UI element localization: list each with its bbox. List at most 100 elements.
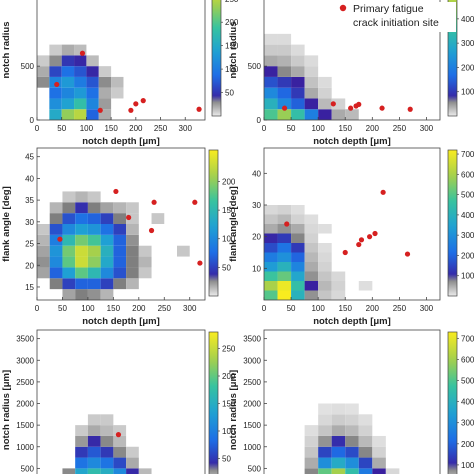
y-tick-label: 500 xyxy=(248,464,262,473)
colorbar-ramp xyxy=(447,0,458,117)
heatmap-cells xyxy=(37,191,190,300)
heatmap-cell xyxy=(126,457,139,469)
heatmap-cell xyxy=(291,87,305,99)
heatmap-cell xyxy=(87,278,101,290)
heatmap-cell xyxy=(62,289,76,300)
heatmap-cell xyxy=(151,213,165,224)
colorbar-tick-label: 50 xyxy=(225,89,234,98)
heatmap-cell xyxy=(61,109,75,120)
y-tick-label: 30 xyxy=(252,201,261,210)
heatmap-cell xyxy=(264,262,278,272)
heatmap-cell xyxy=(358,435,373,447)
y-tick-label: 40 xyxy=(252,169,261,178)
x-tick-label: 0 xyxy=(35,304,40,313)
heatmap-cell xyxy=(138,468,152,474)
heatmap-cell xyxy=(113,446,127,458)
heatmap-cell xyxy=(100,256,114,268)
heatmap-cell xyxy=(318,87,332,99)
heatmap-cell xyxy=(264,271,278,281)
heatmap-cell xyxy=(111,76,124,88)
heatmap-cell xyxy=(345,446,359,458)
initiation-point xyxy=(113,188,119,195)
x-tick-label: 200 xyxy=(129,124,143,133)
heatmap-cell xyxy=(37,245,50,257)
heatmap-cell xyxy=(75,278,88,290)
y-tick-label: 0 xyxy=(257,116,262,125)
heatmap-cell xyxy=(304,446,319,458)
panel-c: 0 50 100 150 200 250 300 notch depth [μm] 45 40 35… xyxy=(1,147,236,327)
heatmap-cell xyxy=(62,256,76,268)
x-axis-label: notch depth [μm] xyxy=(82,316,160,327)
x-tick-label: 250 xyxy=(393,304,407,313)
heatmap-cells xyxy=(62,414,152,474)
heatmap-cell xyxy=(100,267,114,279)
heatmap-cell xyxy=(100,202,114,214)
heatmap-cell xyxy=(318,446,332,458)
heatmap-cell xyxy=(113,435,127,447)
heatmap-cell xyxy=(345,414,359,426)
heatmap-cell xyxy=(111,87,124,99)
heatmap-cell xyxy=(291,214,305,224)
heatmap-cell xyxy=(62,213,76,224)
initiation-point xyxy=(348,105,354,111)
heatmap-cell xyxy=(291,290,305,300)
colorbar-tick-label: 150 xyxy=(222,400,236,409)
heatmap-cell xyxy=(318,425,332,436)
x-tick-label: 0 xyxy=(35,124,40,133)
heatmap-cell xyxy=(331,425,346,436)
heatmap-cell xyxy=(49,213,63,224)
colorbar-tick-label: 400 xyxy=(461,15,474,24)
heatmap-cell xyxy=(126,468,139,474)
x-tick-label: 100 xyxy=(311,124,325,133)
heatmap-cell xyxy=(100,425,114,436)
heatmap-cell xyxy=(86,66,99,77)
heatmap-cell xyxy=(75,446,88,458)
heatmap-cell xyxy=(75,289,88,300)
x-tick-label: 150 xyxy=(339,304,353,313)
plot-frame xyxy=(263,0,441,121)
heatmap-cell xyxy=(331,98,346,110)
heatmap-cell xyxy=(100,289,114,300)
x-axis-label: notch depth [μm] xyxy=(313,136,391,147)
heatmap-cell xyxy=(100,435,114,447)
heatmap-cell xyxy=(86,76,99,88)
heatmap-cell xyxy=(291,44,305,56)
heatmap-cell xyxy=(331,403,346,415)
y-tick-label: 20 xyxy=(25,261,34,270)
heatmap-cell xyxy=(37,267,50,279)
y-axis-label: flank angle [deg] xyxy=(1,186,12,261)
plot-frame xyxy=(36,0,206,121)
heatmap-cell xyxy=(277,224,292,234)
heatmap-cell xyxy=(318,76,332,88)
x-tick-label: 0 xyxy=(262,124,267,133)
colorbar-ramp xyxy=(208,149,219,297)
heatmap-cell xyxy=(61,44,75,56)
heatmap-cell xyxy=(277,214,292,224)
heatmap-cell xyxy=(49,224,63,235)
heatmap-cell xyxy=(61,87,75,99)
heatmap-cell xyxy=(74,76,87,88)
y-axis-label: flank angle [deg] xyxy=(228,186,239,261)
colorbar-tick-label: 600 xyxy=(461,170,474,179)
heatmap-cell xyxy=(86,109,99,120)
heatmap-cell xyxy=(304,252,319,262)
heatmap-cell xyxy=(87,457,101,469)
heatmap-cells xyxy=(264,205,373,300)
heatmap-cell xyxy=(318,252,332,262)
heatmap-cell xyxy=(291,205,305,215)
heatmap-cell xyxy=(113,245,127,257)
x-tick-label: 0 xyxy=(262,304,267,313)
y-tick-label: 500 xyxy=(21,62,35,71)
heatmap-cell xyxy=(62,202,76,214)
x-tick-label: 200 xyxy=(366,124,380,133)
heatmap-cell xyxy=(100,457,114,469)
heatmap-cell xyxy=(318,109,332,120)
colorbar-tick-label: 6000 xyxy=(461,355,474,364)
heatmap-cell xyxy=(304,224,319,234)
colorbar-tick-label: 300 xyxy=(461,39,474,48)
heatmap-cell xyxy=(113,256,127,268)
heatmap-cell xyxy=(126,202,139,214)
